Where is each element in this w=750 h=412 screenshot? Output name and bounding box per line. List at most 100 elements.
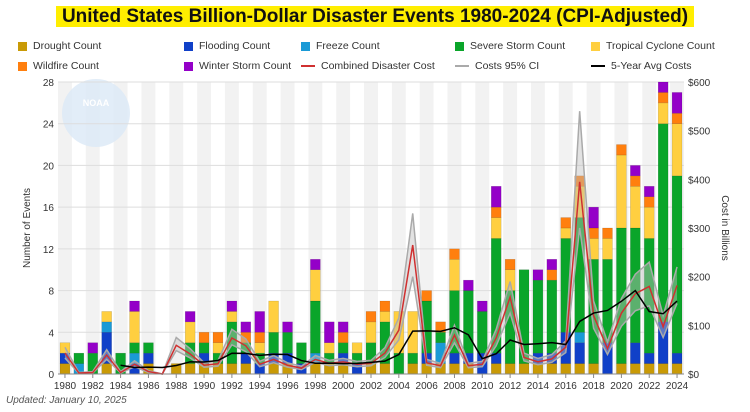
x-tick-label: 2022 xyxy=(638,381,661,392)
x-tick-label: 2014 xyxy=(527,381,550,392)
bar-winter-storm-count xyxy=(671,92,683,114)
bar-drought-count xyxy=(671,363,683,375)
bar-drought-count xyxy=(226,363,238,375)
bar-drought-count xyxy=(449,363,460,375)
column-band xyxy=(364,82,378,374)
bar-tropical-cyclone-count xyxy=(449,259,460,291)
bar-drought-count xyxy=(657,363,669,375)
bar-drought-count xyxy=(588,363,599,375)
x-tick-label: 1988 xyxy=(165,381,188,392)
bar-severe-storm-count xyxy=(73,352,85,364)
bar-drought-count xyxy=(240,363,252,375)
y2-axis-label: Cost in Billions xyxy=(719,195,730,261)
x-tick-label: 1998 xyxy=(304,381,327,392)
column-band xyxy=(252,82,267,374)
bar-winter-storm-count xyxy=(644,186,655,197)
bar-winter-storm-count xyxy=(254,311,265,333)
bar-winter-storm-count xyxy=(532,269,544,281)
bar-tropical-cyclone-count xyxy=(226,311,238,323)
bar-drought-count xyxy=(616,363,627,375)
legend-severe-storm[interactable]: Severe Storm Count xyxy=(455,40,565,52)
column-band xyxy=(169,82,184,374)
bar-severe-storm-count xyxy=(226,321,238,364)
x-tick-label: 2004 xyxy=(388,381,411,392)
bar-wildfire-count xyxy=(644,196,655,208)
bar-wildfire-count xyxy=(630,175,641,187)
y2-tick-label: $400 xyxy=(688,175,711,186)
bar-wildfire-count xyxy=(602,227,613,239)
bar-tropical-cyclone-count xyxy=(379,311,391,323)
bar-drought-count xyxy=(574,363,585,375)
x-tick-label: 1994 xyxy=(249,381,272,392)
bar-drought-count xyxy=(518,363,530,375)
bar-tropical-cyclone-count xyxy=(560,227,571,239)
legend-5yr-avg[interactable]: 5-Year Avg Costs xyxy=(591,60,692,72)
bar-tropical-cyclone-count xyxy=(657,102,669,124)
legend-costs-ci[interactable]: Costs 95% CI xyxy=(455,60,539,72)
bar-flooding-count xyxy=(574,342,585,364)
bar-wildfire-count xyxy=(504,259,516,270)
bar-tropical-cyclone-count xyxy=(254,342,265,354)
x-tick-label: 2002 xyxy=(360,381,383,392)
bar-tropical-cyclone-count xyxy=(310,269,321,302)
bar-wildfire-count xyxy=(435,321,446,333)
y2-tick-label: $100 xyxy=(688,321,711,332)
bar-winter-storm-count xyxy=(337,321,349,333)
bar-tropical-cyclone-count xyxy=(630,186,641,229)
x-tick-label: 2024 xyxy=(666,381,689,392)
bar-wildfire-count xyxy=(588,227,599,239)
bar-tropical-cyclone-count xyxy=(504,269,516,291)
bar-drought-count xyxy=(630,363,641,375)
bar-freeze-count xyxy=(574,332,585,343)
bar-severe-storm-count xyxy=(379,321,391,364)
legend-winter-storm[interactable]: Winter Storm Count xyxy=(184,60,291,72)
bar-winter-storm-count xyxy=(87,342,98,354)
bar-tropical-cyclone-count xyxy=(129,311,140,343)
bar-winter-storm-count xyxy=(630,165,641,177)
bar-drought-count xyxy=(379,363,391,375)
bar-drought-count xyxy=(310,363,321,375)
legend-drought[interactable]: Drought Count xyxy=(18,40,101,52)
bar-wildfire-count xyxy=(212,332,224,343)
y2-tick-label: $300 xyxy=(688,224,711,235)
bar-wildfire-count xyxy=(449,248,460,260)
bar-winter-storm-count xyxy=(490,186,502,208)
legend-combined-cost[interactable]: Combined Disaster Cost xyxy=(301,60,435,72)
bar-wildfire-count xyxy=(671,113,683,124)
x-tick-label: 1980 xyxy=(54,381,77,392)
bar-flooding-count xyxy=(671,352,683,364)
bar-drought-count xyxy=(184,363,196,375)
bar-wildfire-count xyxy=(657,92,669,104)
bar-drought-count xyxy=(504,363,516,375)
x-tick-label: 2000 xyxy=(332,381,355,392)
legend-tropical-cyclone[interactable]: Tropical Cyclone Count xyxy=(591,40,715,52)
combined-cost-line xyxy=(64,181,678,375)
legend-freeze[interactable]: Freeze Count xyxy=(301,40,380,52)
legend-wildfire[interactable]: Wildfire Count xyxy=(18,60,99,72)
column-band xyxy=(85,82,100,374)
bar-flooding-count xyxy=(644,352,655,364)
bar-wildfire-count xyxy=(560,217,571,229)
bar-drought-count xyxy=(407,363,418,375)
column-band xyxy=(280,82,295,374)
y2-tick-label: $600 xyxy=(688,78,711,89)
y2-tick-label: $500 xyxy=(688,127,711,138)
bar-wildfire-count xyxy=(379,300,391,312)
bar-severe-storm-count xyxy=(407,352,418,364)
bar-severe-storm-count xyxy=(477,311,488,354)
five-year-avg-line xyxy=(120,289,678,369)
column-band xyxy=(113,82,128,374)
y-tick-label: 8 xyxy=(48,287,54,298)
y2-tick-label: $200 xyxy=(688,273,711,284)
x-tick-label: 2020 xyxy=(610,381,633,392)
bar-drought-count xyxy=(59,363,71,375)
bar-wildfire-count xyxy=(546,269,558,281)
legend-flooding[interactable]: Flooding Count xyxy=(184,40,270,52)
bar-severe-storm-count xyxy=(268,332,279,354)
bar-severe-storm-count xyxy=(198,342,210,354)
bar-drought-count xyxy=(490,363,502,375)
bar-tropical-cyclone-count xyxy=(490,217,502,239)
x-tick-label: 1996 xyxy=(276,381,299,392)
bar-tropical-cyclone-count xyxy=(671,123,683,177)
y-tick-label: 0 xyxy=(48,370,54,381)
